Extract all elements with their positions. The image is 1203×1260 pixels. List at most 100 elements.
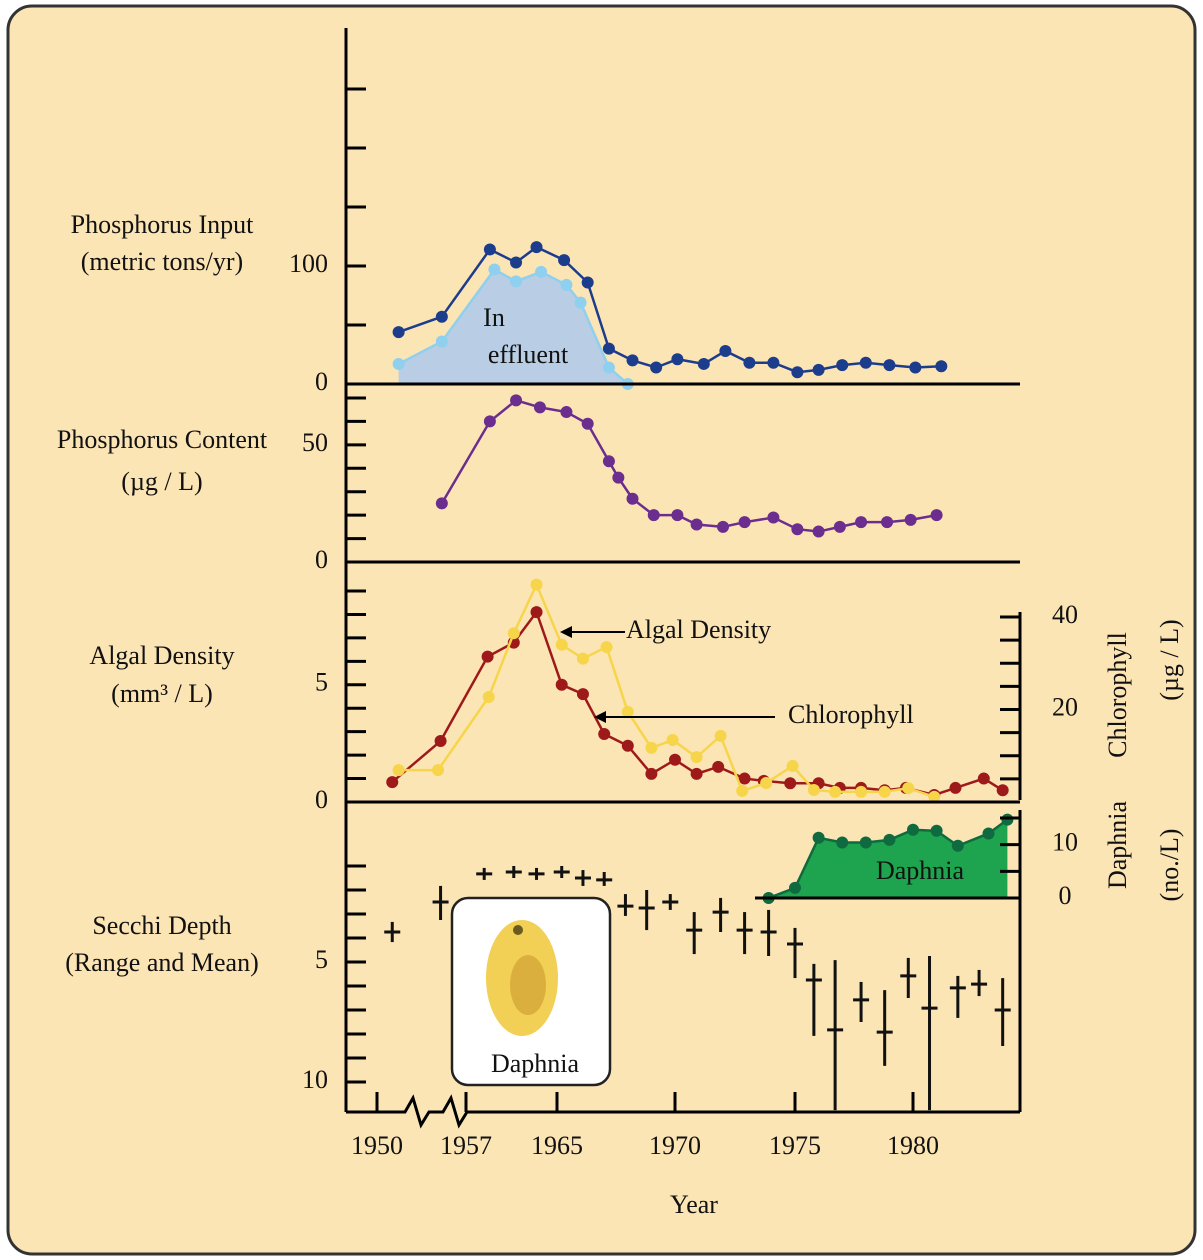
point	[530, 241, 543, 254]
point	[483, 243, 496, 256]
point	[481, 650, 494, 663]
point	[935, 360, 948, 373]
y2-tick-label: 40	[1052, 600, 1078, 629]
point	[386, 776, 399, 789]
point	[836, 836, 849, 849]
series-label: Daphnia	[876, 856, 965, 885]
arrowhead	[594, 711, 606, 723]
point	[743, 356, 756, 369]
point	[621, 705, 634, 718]
point	[507, 627, 520, 640]
series-label: Chlorophyll	[788, 700, 914, 729]
point	[650, 361, 663, 374]
y-axis-title: (µg / L)	[121, 467, 202, 496]
y-axis-title: (metric tons/yr)	[81, 247, 243, 276]
point	[488, 263, 501, 276]
series-label: effluent	[488, 340, 569, 369]
point	[612, 471, 625, 484]
point	[602, 361, 615, 374]
x-tick-label: 1970	[649, 1131, 701, 1160]
plot-layer	[384, 241, 1014, 1111]
line	[398, 245, 942, 374]
point	[697, 357, 710, 370]
point	[760, 777, 773, 790]
y-tick-label: 0	[315, 785, 328, 814]
point	[626, 492, 639, 505]
point	[581, 276, 594, 289]
point	[392, 326, 405, 339]
point	[738, 772, 751, 785]
point	[928, 790, 941, 803]
point	[836, 359, 849, 372]
y2-axis-title: Daphnia	[1103, 801, 1132, 890]
picture-gut	[510, 955, 546, 1015]
point	[560, 278, 573, 291]
point	[738, 516, 751, 529]
point	[859, 356, 872, 369]
x-tick-label: 1980	[887, 1131, 939, 1160]
point	[435, 335, 448, 348]
point	[576, 688, 589, 701]
point	[510, 256, 523, 269]
y-tick-label: 10	[302, 1065, 328, 1094]
y-axis-title: Phosphorus Content	[57, 425, 268, 454]
series-label: In	[483, 303, 505, 332]
point	[719, 344, 732, 357]
point	[576, 652, 589, 665]
y2-tick-label: 10	[1052, 828, 1078, 857]
point	[930, 824, 943, 837]
y2-tick-label: 0	[1059, 881, 1072, 910]
point	[435, 310, 448, 323]
point	[647, 509, 660, 522]
point	[977, 772, 990, 785]
point	[555, 678, 568, 691]
point	[626, 354, 639, 367]
point	[907, 823, 919, 836]
point	[855, 516, 868, 529]
point	[714, 729, 727, 742]
picture-label: Daphnia	[491, 1049, 580, 1078]
point	[645, 741, 658, 754]
point	[767, 511, 780, 524]
point	[690, 518, 703, 531]
point	[951, 839, 964, 852]
picture-eye	[513, 925, 523, 935]
point	[482, 691, 495, 704]
point	[598, 728, 611, 741]
point	[560, 406, 573, 419]
point	[530, 578, 543, 591]
y-tick-label: 0	[315, 367, 328, 396]
y2-tick-label: 20	[1052, 692, 1078, 721]
point	[833, 520, 846, 533]
point	[982, 827, 995, 840]
point	[883, 359, 896, 372]
point	[671, 353, 684, 366]
series-label: Algal Density	[626, 615, 771, 644]
y-tick-label: 5	[315, 668, 328, 697]
point	[767, 356, 780, 369]
point	[690, 767, 703, 780]
point	[574, 296, 587, 309]
point	[435, 497, 448, 510]
point	[602, 342, 615, 355]
y2-axis-title: (µg / L)	[1155, 619, 1184, 700]
point	[736, 784, 749, 797]
point	[812, 525, 825, 538]
point	[712, 760, 725, 773]
point	[558, 254, 571, 267]
point	[555, 638, 568, 651]
point	[483, 415, 496, 428]
point	[784, 777, 797, 790]
point	[949, 781, 962, 794]
point	[600, 641, 613, 654]
x-tick-label: 1965	[531, 1131, 583, 1160]
y-tick-label: 100	[289, 249, 328, 278]
point	[791, 366, 804, 379]
point	[855, 785, 868, 798]
x-axis	[346, 1094, 1020, 1129]
y-axis-title: Algal Density	[89, 641, 234, 670]
y-axis-title: Phosphorus Input	[71, 210, 255, 239]
y-tick-label: 0	[315, 545, 328, 574]
line	[440, 398, 937, 533]
point	[669, 753, 681, 766]
